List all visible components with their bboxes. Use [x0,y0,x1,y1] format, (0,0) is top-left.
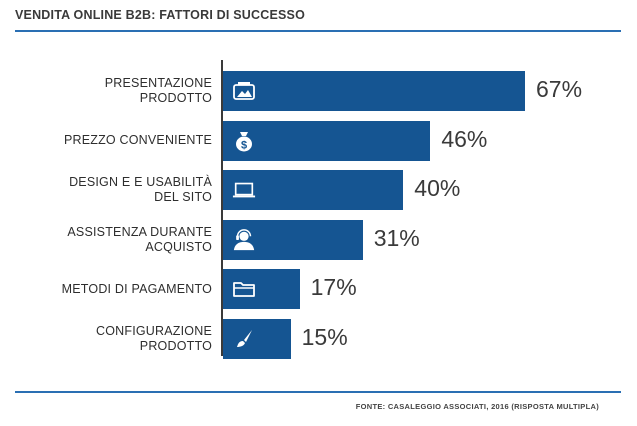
source-note: FONTE: CASALEGGIO ASSOCIATI, 2016 (RISPO… [355,402,599,411]
category-label-text: METODI DI PAGAMENTO [61,281,212,296]
bar-row: DESIGN E E USABILITÀ DEL SITO 40% [0,170,637,210]
category-label-text: PREZZO CONVENIENTE [63,133,212,147]
category-label-text: DESIGN E E USABILITÀ DEL SITO [69,175,212,204]
folder-icon [232,278,256,300]
bottom-divider [15,391,621,393]
top-divider [15,30,621,32]
bar [223,71,525,111]
value-label: 46% [441,125,488,152]
category-label-text: PRESENTAZIONE PRODOTTO [104,76,212,105]
bar-row: PRESENTAZIONE PRODOTTO 67% [0,71,637,111]
laptop-icon [232,179,256,201]
value-label: 17% [310,274,357,300]
brush-icon [232,328,256,350]
category-label: CONFIGURAZIONE PRODOTTO [20,319,212,359]
chart-title: VENDITA ONLINE B2B: FATTORI DI SUCCESSO [15,8,305,22]
y-axis-line [221,60,223,356]
value-label: 31% [373,224,420,251]
value-label: 40% [414,175,461,201]
image-icon [232,80,256,102]
money-bag-icon: $ [232,130,256,152]
category-label-text: CONFIGURAZIONE PRODOTTO [96,323,212,353]
value-label: 67% [536,76,583,102]
bar-row: PREZZO CONVENIENTE $46% [0,120,637,161]
category-label: PREZZO CONVENIENTE [20,121,212,161]
bar-row: CONFIGURAZIONE PRODOTTO 15% [0,318,637,359]
bar-row: METODI DI PAGAMENTO 17% [0,269,637,309]
support-agent-icon [232,228,256,251]
category-label-text: ASSISTENZA DURANTE ACQUISTO [67,224,212,254]
bar [223,120,431,161]
category-label: ASSISTENZA DURANTE ACQUISTO [20,220,212,260]
category-label: DESIGN E E USABILITÀ DEL SITO [20,170,212,210]
svg-text:$: $ [241,139,247,151]
category-label: PRESENTAZIONE PRODOTTO [20,71,212,111]
value-label: 15% [301,323,348,350]
category-label: METODI DI PAGAMENTO [20,269,212,309]
bar-row: ASSISTENZA DURANTE ACQUISTO 31% [0,219,637,260]
bar [223,269,300,309]
bar [223,318,291,359]
